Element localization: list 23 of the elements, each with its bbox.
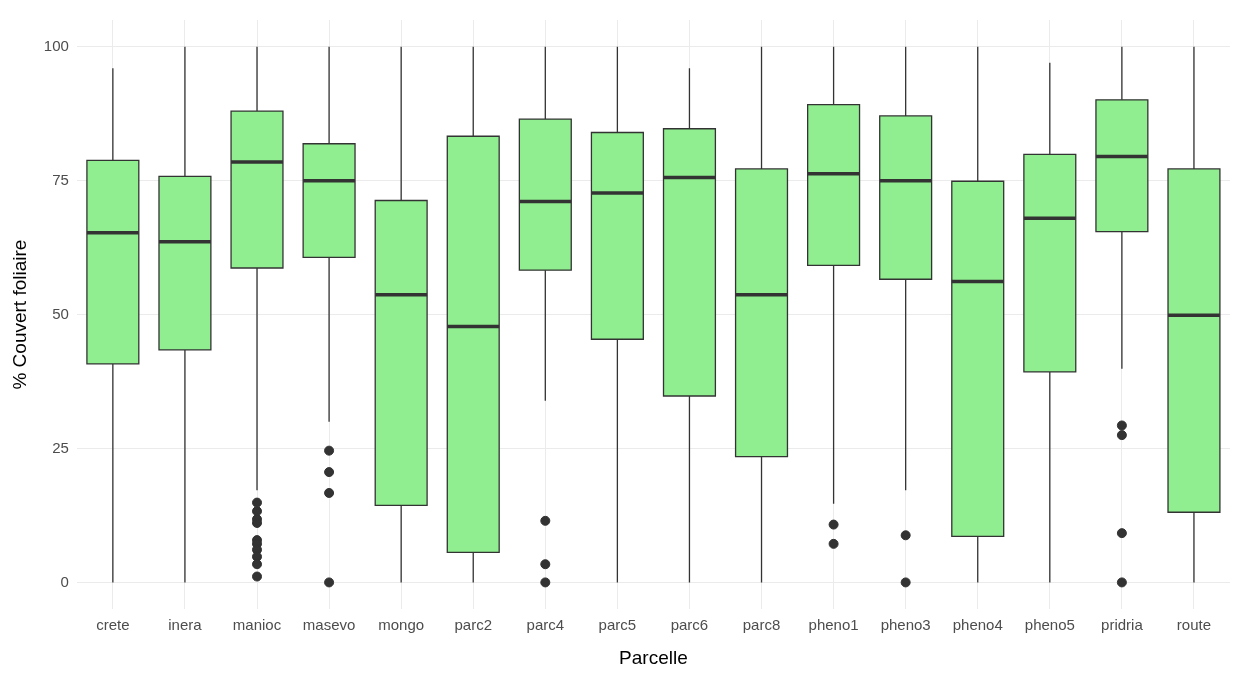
- y-tick-label: 75: [52, 170, 69, 188]
- x-tick-label: manioc: [232, 616, 282, 634]
- y-axis-title: % Couvert foliaire: [8, 239, 30, 390]
- x-tick-label: pheno5: [1024, 616, 1075, 634]
- x-tick-label: crete: [96, 616, 130, 634]
- x-tick-label: parc5: [598, 616, 637, 634]
- x-tick-label: mongo: [378, 616, 425, 634]
- x-axis-title: Parcelle: [619, 646, 688, 668]
- x-tick-label: route: [1176, 616, 1212, 634]
- x-tick-label: parc4: [526, 616, 565, 634]
- x-tick-label: pheno4: [952, 616, 1003, 634]
- x-tick-label: parc8: [742, 616, 781, 634]
- x-tick-label: pheno3: [880, 616, 931, 634]
- x-tick-label: pheno1: [808, 616, 859, 634]
- x-tick-label: pridria: [1101, 616, 1144, 634]
- x-tick-label: parc6: [670, 616, 709, 634]
- x-tick-label: parc2: [454, 616, 492, 634]
- y-tick-label: 0: [60, 572, 69, 590]
- x-tick-label: inera: [168, 616, 203, 634]
- y-tick-label: 50: [52, 304, 69, 322]
- x-tick-label: masevo: [302, 616, 356, 634]
- y-tick-label: 25: [52, 438, 69, 456]
- y-tick-label: 100: [43, 36, 69, 54]
